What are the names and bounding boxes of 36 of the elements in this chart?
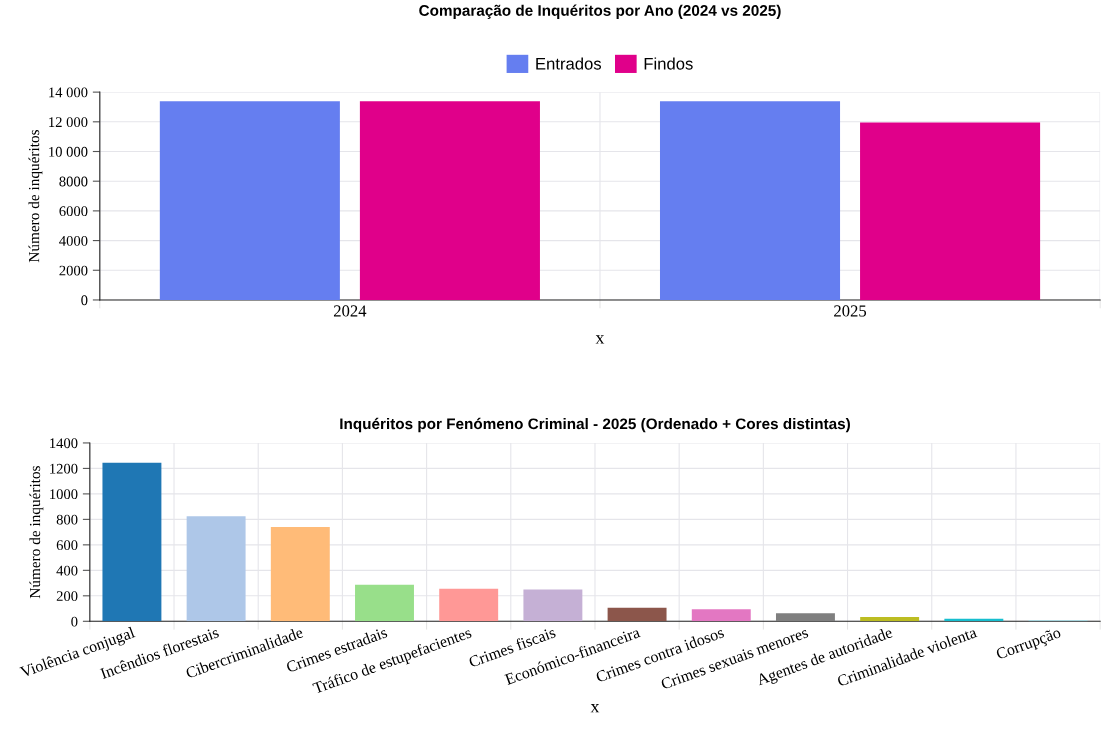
y-tick-label: 6000 [59, 206, 88, 217]
y-axis-title: Número de inquéritos [28, 129, 43, 263]
y-tick-label: 1200 [50, 463, 78, 474]
y-tick-label: 1000 [50, 489, 78, 500]
x-tick-label: 2025 [834, 305, 867, 317]
chart-title: Inquéritos por Fenómeno Criminal - 2025 (Ordenado + Cores distintas) [340, 417, 850, 433]
bar [691, 609, 751, 622]
bar [102, 462, 162, 622]
legend-label: Findos [644, 57, 693, 70]
bar [439, 588, 499, 622]
y-tick-label: 200 [56, 591, 78, 602]
bar [607, 607, 667, 622]
y-tick-label: 2000 [59, 265, 88, 276]
y-tick-label: 10 000 [49, 146, 88, 157]
y-tick-label: 800 [56, 514, 78, 525]
y-tick-label: 600 [56, 540, 78, 551]
bar [860, 616, 920, 622]
y-tick-label: 12 000 [49, 117, 88, 128]
bar [523, 589, 583, 622]
y-tick-label: 14 000 [49, 87, 88, 98]
bar [270, 526, 330, 622]
x-tick-label: 2024 [333, 305, 367, 317]
y-tick-label: 400 [56, 565, 78, 576]
y-axis-title: Número de inquéritos [29, 466, 44, 599]
y-tick-label: 0 [71, 616, 78, 627]
chart-title: Comparação de Inquéritos por Ano (2024 vs 2025) [419, 4, 781, 19]
x-axis-title: x [595, 335, 605, 344]
y-tick-label: 1400 [50, 438, 78, 449]
x-axis-title: x [590, 704, 600, 713]
bar [775, 613, 835, 622]
y-tick-label: 4000 [59, 235, 88, 246]
bar [186, 516, 246, 622]
legend-label: Entrados [536, 57, 602, 70]
bar [355, 584, 414, 622]
y-tick-label: 8000 [59, 176, 88, 187]
y-tick-label: 0 [81, 295, 88, 306]
